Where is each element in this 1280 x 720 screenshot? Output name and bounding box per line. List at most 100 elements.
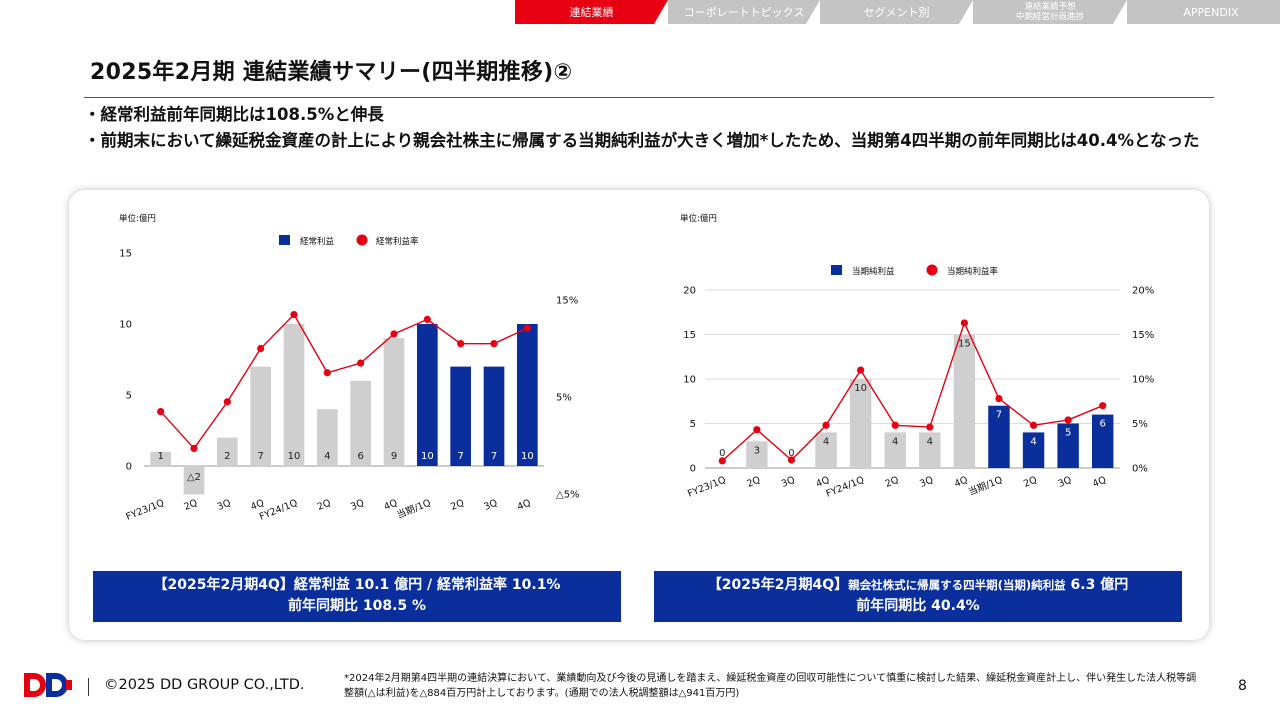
bar <box>1022 432 1045 468</box>
x-tick-label: 3Q <box>918 475 935 490</box>
legend-bar-swatch <box>831 265 842 275</box>
top-nav: 連結業績 コーポレートトピックス セグメント別 連結業績予想 中期経営計画進捗 … <box>515 0 1280 24</box>
summary-metric: 親会社株式に帰属する四半期(当期)純利益 <box>848 578 1066 592</box>
y2-tick-label: 5% <box>556 393 572 404</box>
bar <box>746 441 768 468</box>
data-label: 1 <box>157 451 163 462</box>
data-label: 5 <box>1065 428 1071 439</box>
rate-point <box>290 310 298 319</box>
data-label: 6 <box>357 451 363 462</box>
tab-appendix[interactable]: APPENDIX <box>1127 0 1280 24</box>
bar <box>517 324 538 466</box>
y-tick-label: 15 <box>119 249 132 260</box>
rate-point <box>1099 402 1107 410</box>
bar <box>350 380 371 466</box>
x-tick-label: FY23/1Q <box>125 498 166 523</box>
legend-line-swatch <box>356 234 368 246</box>
data-label: 4 <box>1030 436 1036 447</box>
data-label: 0 <box>788 448 794 459</box>
x-tick-label: 4Q <box>1091 475 1108 490</box>
rate-point <box>891 421 899 429</box>
data-label: 10 <box>521 451 534 462</box>
rate-point <box>157 407 165 416</box>
bar <box>1057 423 1079 468</box>
data-label: 4 <box>892 436 898 447</box>
bar <box>849 379 872 468</box>
summary-line: 前年同期比 40.4% <box>856 598 980 614</box>
y2-tick-label: 10% <box>1132 375 1154 386</box>
tab-consolidated-results[interactable]: 連結業績 <box>515 0 668 24</box>
ordinary-income-summary: 【2025年2月期4Q】経常利益 10.1 億円 / 経常利益率 10.1% 前… <box>93 571 621 622</box>
x-tick-label: 3Q <box>216 498 233 513</box>
legend-bar-label: 経常利益 <box>300 236 335 247</box>
data-label: 9 <box>391 451 397 462</box>
data-label: 4 <box>324 451 330 462</box>
rate-point <box>423 315 431 323</box>
tab-corporate-topics[interactable]: コーポレートトピックス <box>668 0 820 24</box>
y-tick-label: 5 <box>126 391 132 402</box>
rate-point <box>718 457 726 465</box>
bar <box>884 432 906 468</box>
rate-line <box>721 321 1103 462</box>
y-tick-label: 0 <box>690 464 696 475</box>
rate-point <box>190 444 198 453</box>
copyright: ©2025 DD GROUP CO.,LTD. <box>104 677 305 693</box>
y2-tick-label: △5% <box>556 490 580 501</box>
net-income-chart: 単位:億円 当期純利益 当期純利益率 0 5 10 15 20 0% 5% 10% 15% 20%… <box>680 213 1154 500</box>
summary-value: 6.3 億円 <box>1065 577 1129 593</box>
unit-label: 単位:億円 <box>119 213 156 224</box>
rate-point <box>926 423 934 431</box>
bullet-item: ・経常利益前年同期比は108.5%と伸長 <box>84 105 384 124</box>
footer-separator <box>88 678 89 696</box>
x-tick-label: 2Q <box>316 498 333 513</box>
x-tick-label: 4Q <box>516 498 533 513</box>
y2-tick-label: 20% <box>1132 286 1154 297</box>
tab-segments[interactable]: セグメント別 <box>820 0 973 24</box>
data-label: 10 <box>854 383 867 394</box>
bar <box>953 334 976 468</box>
dd-logo <box>24 673 72 697</box>
bar <box>283 324 305 466</box>
x-tick-label: 4Q <box>953 475 970 490</box>
rate-point <box>357 359 365 367</box>
rate-point <box>1029 421 1038 429</box>
rate-point <box>995 394 1003 403</box>
bullet-list: ・経常利益前年同期比は108.5%と伸長 ・前期末において繰延税金資産の計上によ… <box>84 102 1204 154</box>
x-tick-label: 2Q <box>1022 475 1039 490</box>
data-label: 7 <box>257 451 263 462</box>
bar <box>988 405 1010 468</box>
x-tick-label: 4Q <box>382 498 399 513</box>
x-tick-label: 4Q <box>814 475 831 490</box>
data-label: 4 <box>927 436 933 447</box>
y-tick-label: 10 <box>119 320 132 331</box>
tab-forecast-plan[interactable]: 連結業績予想 中期経営計画進捗 <box>973 0 1127 24</box>
x-tick-label: 3Q <box>482 498 499 513</box>
data-label: 7 <box>457 451 463 462</box>
page-number: 8 <box>1238 678 1247 694</box>
bullet-item: ・前期末において繰延税金資産の計上により親会社株主に帰属する当期純利益が大きく増… <box>84 131 1200 150</box>
rate-point <box>257 344 265 353</box>
rate-point <box>323 369 331 377</box>
y-tick-label: 0 <box>126 462 132 473</box>
data-label: 4 <box>823 436 829 447</box>
summary-period: 【2025年2月期4Q】 <box>707 577 849 593</box>
rate-point <box>390 330 398 338</box>
x-tick-label: 2Q <box>884 475 901 490</box>
bar <box>317 409 338 466</box>
rate-line <box>160 313 528 450</box>
legend-line-swatch <box>926 264 938 276</box>
x-tick-label: 2Q <box>182 498 199 513</box>
legend-bar-label: 当期純利益 <box>852 266 895 277</box>
x-tick-label: 4Q <box>249 498 266 513</box>
ordinary-income-chart: 単位:億円 経常利益 経常利益率 0 5 10 15 15% 5% △5% 1 △2 2 7 10 4… <box>119 213 580 523</box>
data-label: 6 <box>1100 419 1106 430</box>
rate-point <box>857 366 865 374</box>
x-tick-label: FY24/1Q <box>258 498 299 523</box>
x-tick-label: 当期/1Q <box>395 497 433 522</box>
x-tick-label: 3Q <box>780 475 797 490</box>
data-label: 7 <box>996 410 1002 421</box>
x-tick-label: FY24/1Q <box>824 475 865 500</box>
bar <box>815 432 837 468</box>
data-label: 2 <box>224 451 230 462</box>
data-label: △2 <box>187 472 201 483</box>
